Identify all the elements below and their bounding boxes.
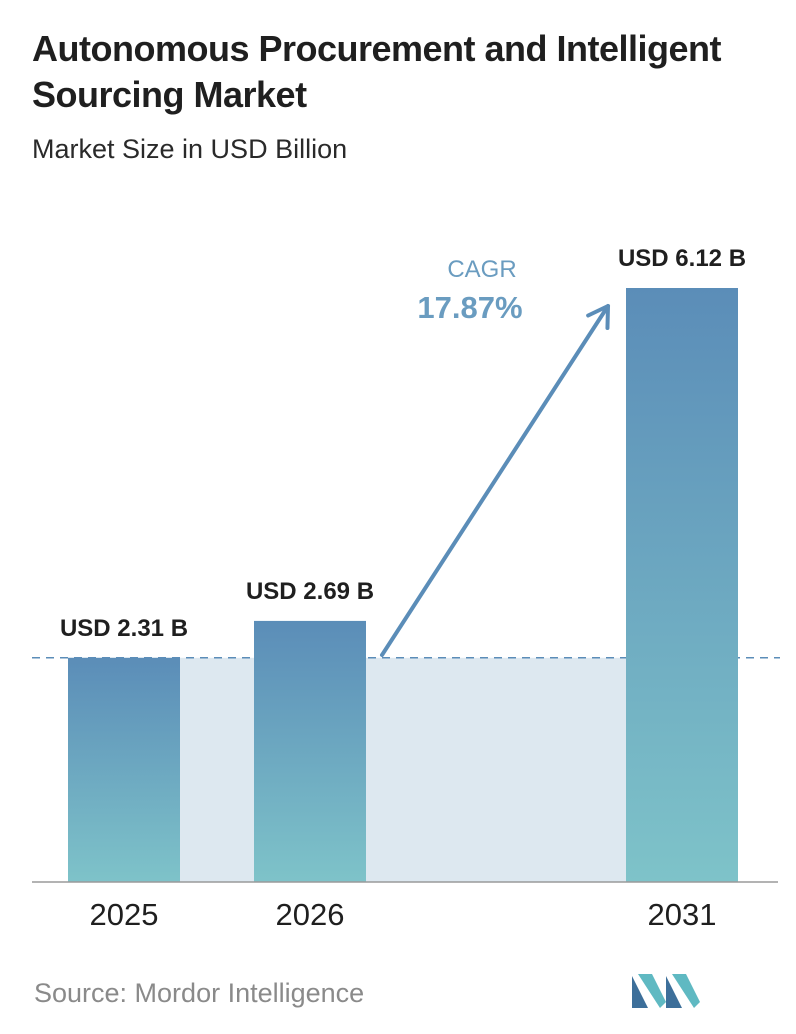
- value-label-2025: USD 2.31 B: [60, 615, 188, 642]
- bar-chart: USD 2.31 B 2025 USD 2.69 B 2026 USD 6.12 B 20…: [32, 245, 780, 932]
- chart-subtitle: Market Size in USD Billion: [32, 134, 348, 164]
- bar-2025: [68, 657, 180, 882]
- x-tick-label-2031: 2031: [648, 897, 717, 932]
- bar-2026: [254, 620, 366, 882]
- value-label-2031: USD 6.12 B: [618, 245, 746, 272]
- mordor-intelligence-logo: [632, 974, 700, 1008]
- cagr-arrow: [380, 304, 610, 657]
- value-label-2026: USD 2.69 B: [246, 578, 374, 605]
- x-tick-label-2025: 2025: [90, 897, 159, 932]
- source-text: Source: Mordor Intelligence: [34, 978, 365, 1008]
- cagr-arrowhead: [586, 304, 610, 330]
- chart-title: Autonomous Procurement and Intelligent S…: [32, 28, 722, 115]
- cagr-value: 17.87%: [417, 290, 522, 325]
- bar-2031: [626, 288, 738, 882]
- cagr-label: CAGR: [447, 256, 516, 283]
- x-tick-label-2026: 2026: [276, 897, 345, 932]
